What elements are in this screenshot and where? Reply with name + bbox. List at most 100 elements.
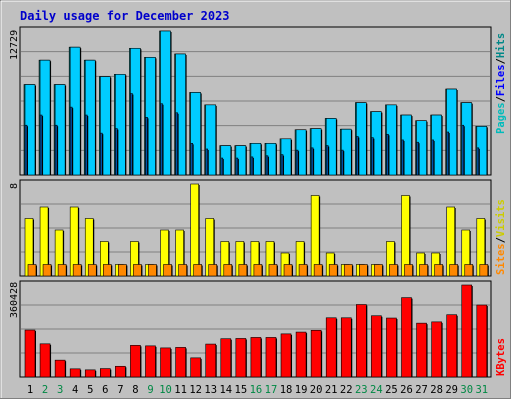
pages-bar [205, 148, 209, 176]
day-label: 2 [42, 384, 48, 396]
sites-bar [103, 264, 112, 277]
kbytes-bar [190, 357, 201, 378]
sites-bar [328, 264, 338, 277]
sites-bar [434, 264, 443, 277]
kbytes-bar [386, 317, 397, 378]
pages-bar [401, 139, 404, 176]
day-label: 5 [87, 384, 93, 396]
legend-sites-visits: Sites/Visits [495, 199, 507, 275]
day-label: 9 [147, 384, 153, 396]
pages-bar [431, 139, 434, 176]
day-label: 12 [189, 384, 202, 396]
sites-bar [208, 264, 218, 277]
day-label: 10 [159, 384, 172, 396]
pages-bar [371, 137, 374, 176]
legend-slash-2: / [495, 58, 507, 64]
pages-bar [446, 131, 449, 176]
pages-bar [39, 114, 43, 176]
kbytes-bar [100, 368, 111, 378]
sites-bar [479, 264, 489, 277]
legend-hits: Hits [495, 33, 507, 58]
day-label: 7 [117, 384, 123, 396]
visits-bar [310, 195, 320, 277]
day-label: 29 [445, 384, 458, 396]
sites-bar [72, 264, 82, 277]
legend-kbytes: KBytes [495, 338, 507, 376]
kbytes-bar [235, 338, 247, 378]
x-axis-day-labels: 1 2 3 4 5 6 7 8 9 10 11 12 13 14 15 16 17 18 19 20 21 22 23 24 2… [27, 384, 488, 396]
pages-bar [175, 112, 178, 176]
pages-bar [325, 145, 329, 176]
day-label: 14 [219, 384, 232, 396]
kbytes-bar [115, 365, 126, 378]
legend-files: Files [495, 64, 507, 96]
sites-bar [253, 264, 263, 277]
pages-bar [310, 147, 314, 176]
pages-bar [265, 155, 269, 176]
day-label: 22 [340, 384, 353, 396]
visits-bar [190, 183, 199, 277]
day-label: 13 [204, 384, 217, 396]
files-bar [190, 92, 201, 176]
day-label: 25 [385, 384, 398, 396]
sites-bar [118, 264, 127, 277]
pages-bar [24, 124, 28, 176]
bar-marks [23, 30, 489, 378]
pages-bar [69, 106, 73, 176]
sites-bar [42, 264, 52, 277]
kbytes-bar [175, 347, 186, 378]
day-label: 18 [280, 384, 293, 396]
sites-bar [359, 264, 368, 277]
legend-slash-3: / [495, 237, 507, 243]
sites-bar [298, 264, 308, 277]
visits-max-label: 8 [9, 183, 20, 189]
sites-bar [238, 264, 248, 277]
day-label: 8 [132, 384, 138, 396]
kbytes-bar [130, 345, 141, 378]
pages-bar [115, 128, 118, 176]
kbytes-bar [54, 359, 66, 378]
pages-bar [295, 149, 299, 176]
day-label: 15 [235, 384, 248, 396]
legend-pages-files-hits: Pages/Files/Hits [495, 33, 507, 134]
pages-bar [461, 124, 465, 176]
kbytes-max-label: 360428 [9, 282, 20, 318]
files-bar [160, 30, 171, 176]
files-bar [205, 104, 217, 176]
pages-bar [356, 136, 359, 176]
kbytes-bar [39, 343, 51, 378]
sites-bar [464, 264, 474, 277]
kbytes-bar [265, 337, 277, 378]
kbytes-bar [461, 284, 473, 378]
pages-bar [340, 149, 344, 176]
pages-bar [145, 117, 148, 176]
day-label: 3 [57, 384, 63, 396]
kbytes-bar [310, 329, 322, 378]
sites-bar [27, 264, 37, 277]
sites-bar [133, 264, 142, 277]
legend-visits: Visits [495, 199, 507, 237]
kbytes-bar [416, 322, 427, 378]
day-label: 24 [370, 384, 383, 396]
kbytes-bar [401, 297, 412, 378]
kbytes-bar [24, 329, 36, 378]
day-label: 28 [430, 384, 443, 396]
pages-bar [84, 114, 88, 176]
files-bar [145, 57, 156, 176]
day-label: 17 [265, 384, 278, 396]
kbytes-bar [145, 345, 156, 378]
pages-bar [386, 133, 389, 176]
hits-max-label: 12729 [9, 30, 20, 60]
pages-bar [54, 124, 58, 176]
legend-pages: Pages [495, 102, 507, 134]
day-label: 20 [310, 384, 323, 396]
kbytes-bar [84, 369, 96, 378]
pages-bar [160, 103, 163, 176]
day-label: 19 [295, 384, 308, 396]
kbytes-bar [446, 314, 457, 378]
kbytes-bar [250, 337, 262, 378]
sites-bar [57, 264, 67, 277]
day-label: 31 [475, 384, 488, 396]
kbytes-bar [280, 333, 292, 378]
sites-bar [163, 264, 172, 277]
